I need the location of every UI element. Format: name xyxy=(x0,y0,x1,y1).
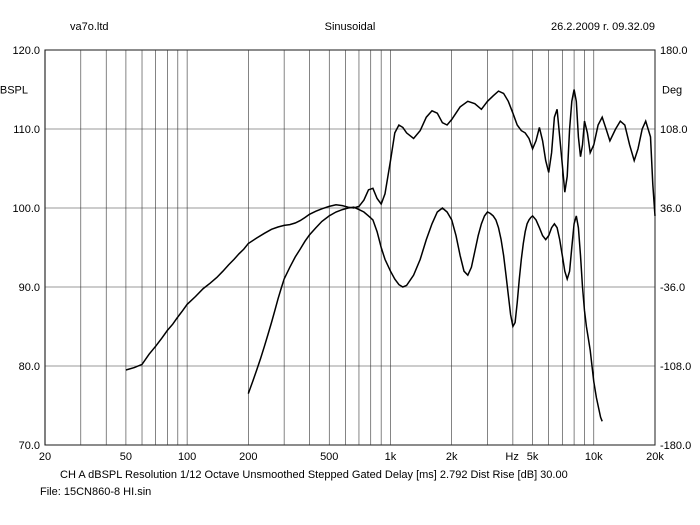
footer-settings: CH A dBSPL Resolution 1/12 Octave Unsmoo… xyxy=(60,469,568,481)
svg-text:5k: 5k xyxy=(527,451,539,463)
svg-text:dBSPL: dBSPL xyxy=(0,85,28,97)
svg-text:200: 200 xyxy=(239,451,257,463)
svg-text:70.0: 70.0 xyxy=(19,440,40,452)
svg-text:-180.0: -180.0 xyxy=(660,440,691,452)
svg-text:100: 100 xyxy=(178,451,196,463)
svg-text:Hz: Hz xyxy=(505,451,518,463)
svg-text:2k: 2k xyxy=(446,451,458,463)
svg-text:-108.0: -108.0 xyxy=(660,361,691,373)
svg-text:Deg: Deg xyxy=(662,85,682,97)
footer-file: File: 15CN860-8 HI.sin xyxy=(40,486,151,498)
header-right: 26.2.2009 r. 09.32.09 xyxy=(551,21,655,33)
svg-text:-36.0: -36.0 xyxy=(660,282,685,294)
svg-text:1k: 1k xyxy=(385,451,397,463)
svg-text:120.0: 120.0 xyxy=(12,45,40,57)
svg-text:50: 50 xyxy=(120,451,132,463)
svg-text:80.0: 80.0 xyxy=(19,361,40,373)
header-center: Sinusoidal xyxy=(325,21,376,33)
svg-text:100.0: 100.0 xyxy=(12,203,40,215)
frequency-response-chart: va7o.ltd Sinusoidal 26.2.2009 r. 09.32.09 7… xyxy=(0,0,700,525)
svg-text:90.0: 90.0 xyxy=(19,282,40,294)
svg-text:110.0: 110.0 xyxy=(13,124,40,136)
svg-text:20: 20 xyxy=(39,451,51,463)
svg-text:180.0: 180.0 xyxy=(660,45,688,57)
svg-text:500: 500 xyxy=(320,451,338,463)
svg-text:10k: 10k xyxy=(585,451,603,463)
header-left: va7o.ltd xyxy=(70,21,109,33)
svg-text:108.0: 108.0 xyxy=(660,124,688,136)
svg-text:36.0: 36.0 xyxy=(660,203,681,215)
svg-text:20k: 20k xyxy=(646,451,664,463)
